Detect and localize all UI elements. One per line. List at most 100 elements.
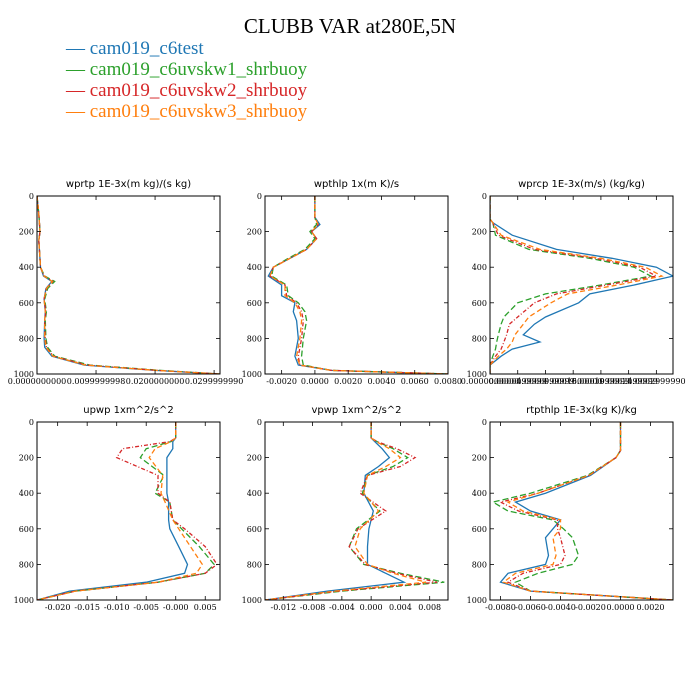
chart-panel-3: wprcp 1E-3x(m/s) (kg/kg) 0 200 400 600 800 100… xyxy=(461,179,686,386)
x-tick-label: 0.0080 xyxy=(434,377,462,386)
x-tick-label: 0.0001500000 xyxy=(544,377,603,386)
x-tick-label: 0.0000000000 xyxy=(461,377,520,386)
series-line-1 xyxy=(267,196,448,374)
panel-title: wpthlp 1x(m K)/s xyxy=(314,179,399,190)
y-tick-label: 400 xyxy=(472,263,487,272)
series-line-3 xyxy=(37,196,220,374)
series-line-1 xyxy=(490,196,673,374)
series-line-3 xyxy=(490,196,659,374)
y-tick-label: 0 xyxy=(482,192,487,201)
y-tick-label: 800 xyxy=(247,560,262,569)
y-tick-label: 200 xyxy=(19,228,34,237)
x-tick-label: -0.004 xyxy=(329,603,355,612)
plot-frame xyxy=(489,421,674,601)
chart-panel-5: vpwp 1xm^2/s^2 0 200 400 600 800 1000 -0.012 -0.… xyxy=(242,405,449,612)
plot-frame xyxy=(36,195,221,375)
series-line-4 xyxy=(37,196,220,374)
x-tick-label: 0.0001999999 xyxy=(572,377,631,386)
series-line-2 xyxy=(37,422,215,600)
y-tick-label: 800 xyxy=(472,560,487,569)
chart-panel-6: rtpthlp 1E-3x(kg K)/kg02004006008001000-… xyxy=(467,405,674,612)
panel-title: upwp 1xm^2/s^2 xyxy=(83,405,173,416)
y-tick-label: 1000 xyxy=(14,370,34,379)
x-tick-label: 0.0000 xyxy=(607,603,635,612)
y-tick-label: 200 xyxy=(472,454,487,463)
y-tick-label: 600 xyxy=(472,525,487,534)
x-tick-label: 0.0060 xyxy=(401,377,429,386)
x-tick-label: 0.0020 xyxy=(334,377,362,386)
plot-frame xyxy=(264,421,449,601)
x-tick-label: 0.0000 xyxy=(301,377,329,386)
x-tick-label: 0.008 xyxy=(418,603,441,612)
legend: — cam019_c6test — cam019_c6uvskw1_shrbuo… xyxy=(66,38,307,122)
y-tick-label: 600 xyxy=(19,299,34,308)
y-tick-label: 0 xyxy=(257,192,262,201)
panel-title: vpwp 1xm^2/s^2 xyxy=(311,405,401,416)
series-line-4 xyxy=(265,422,427,600)
x-tick-label: 0.0040 xyxy=(367,377,395,386)
y-tick-label: 800 xyxy=(19,560,34,569)
y-tick-label: 0 xyxy=(257,418,262,427)
y-tick-label: 1000 xyxy=(242,370,262,379)
y-tick-label: 200 xyxy=(247,228,262,237)
x-tick-label: -0.0020 xyxy=(266,377,297,386)
y-tick-label: 600 xyxy=(247,525,262,534)
series-line-2 xyxy=(37,196,220,374)
series-line-4 xyxy=(490,196,664,374)
series-line-1 xyxy=(499,422,673,600)
y-tick-label: 400 xyxy=(247,489,262,498)
plot-frame xyxy=(489,195,674,375)
x-tick-label: 0.0200000000 xyxy=(126,377,185,386)
series-line-1 xyxy=(37,422,189,600)
y-tick-label: 200 xyxy=(472,228,487,237)
x-tick-label: -0.008 xyxy=(300,603,326,612)
series-line-4 xyxy=(502,422,673,600)
series-line-3 xyxy=(498,422,673,600)
x-tick-label: 0.0000999999 xyxy=(516,377,575,386)
panel-title: wprtp 1E-3x(m kg)/(s kg) xyxy=(66,179,191,190)
y-tick-label: 1000 xyxy=(242,596,262,605)
series-line-1 xyxy=(265,422,407,600)
plot-frame xyxy=(264,195,449,375)
y-tick-label: 400 xyxy=(19,489,34,498)
x-tick-label: -0.0080 xyxy=(485,603,516,612)
chart-panel-1: wprtp 1E-3x(m kg)/(s kg) 0 200 400 600 800 100… xyxy=(8,179,244,386)
y-tick-label: 1000 xyxy=(467,370,487,379)
y-tick-label: 0 xyxy=(482,418,487,427)
x-tick-label: -0.020 xyxy=(45,603,71,612)
y-tick-label: 0 xyxy=(29,192,34,201)
y-tick-label: 800 xyxy=(247,334,262,343)
x-tick-label: 0.0002999990 xyxy=(627,377,686,386)
x-tick-label: -0.0040 xyxy=(545,603,576,612)
y-tick-label: 0 xyxy=(29,418,34,427)
y-tick-label: 600 xyxy=(247,299,262,308)
x-tick-label: 0.0299999990 xyxy=(185,377,244,386)
y-tick-label: 200 xyxy=(19,454,34,463)
x-tick-label: 0.0002499999 xyxy=(599,377,658,386)
panel-title: wprcp 1E-3x(m/s) (kg/kg) xyxy=(518,179,645,190)
x-tick-label: -0.010 xyxy=(104,603,130,612)
x-tick-label: -0.005 xyxy=(133,603,159,612)
y-tick-label: 600 xyxy=(472,299,487,308)
y-tick-label: 800 xyxy=(472,334,487,343)
x-tick-label: -0.0060 xyxy=(515,603,546,612)
y-tick-label: 1000 xyxy=(467,596,487,605)
series-line-4 xyxy=(37,422,204,600)
y-tick-label: 600 xyxy=(19,525,34,534)
x-tick-label: 0.005 xyxy=(194,603,217,612)
y-tick-label: 400 xyxy=(247,263,262,272)
x-tick-label: -0.015 xyxy=(74,603,100,612)
series-line-3 xyxy=(37,422,218,600)
x-tick-label: 0.0099999998 xyxy=(67,377,126,386)
legend-item-c6test: — cam019_c6test xyxy=(66,38,204,59)
x-tick-label: -0.000 xyxy=(163,603,189,612)
panel-title: rtpthlp 1E-3x(kg K)/kg xyxy=(526,405,637,416)
series-line-3 xyxy=(265,422,438,600)
legend-item-skw3: — cam019_c6uvskw3_shrbuoy xyxy=(66,101,308,122)
legend-item-skw2: — cam019_c6uvskw2_shrbuoy xyxy=(66,80,308,101)
legend-item-skw1: — cam019_c6uvskw1_shrbuoy xyxy=(66,59,308,80)
chart-panel-2: wpthlp 1x(m K)/s 0 200 400 600 800 1000 -0.0020… xyxy=(242,179,462,386)
y-tick-label: 400 xyxy=(472,489,487,498)
